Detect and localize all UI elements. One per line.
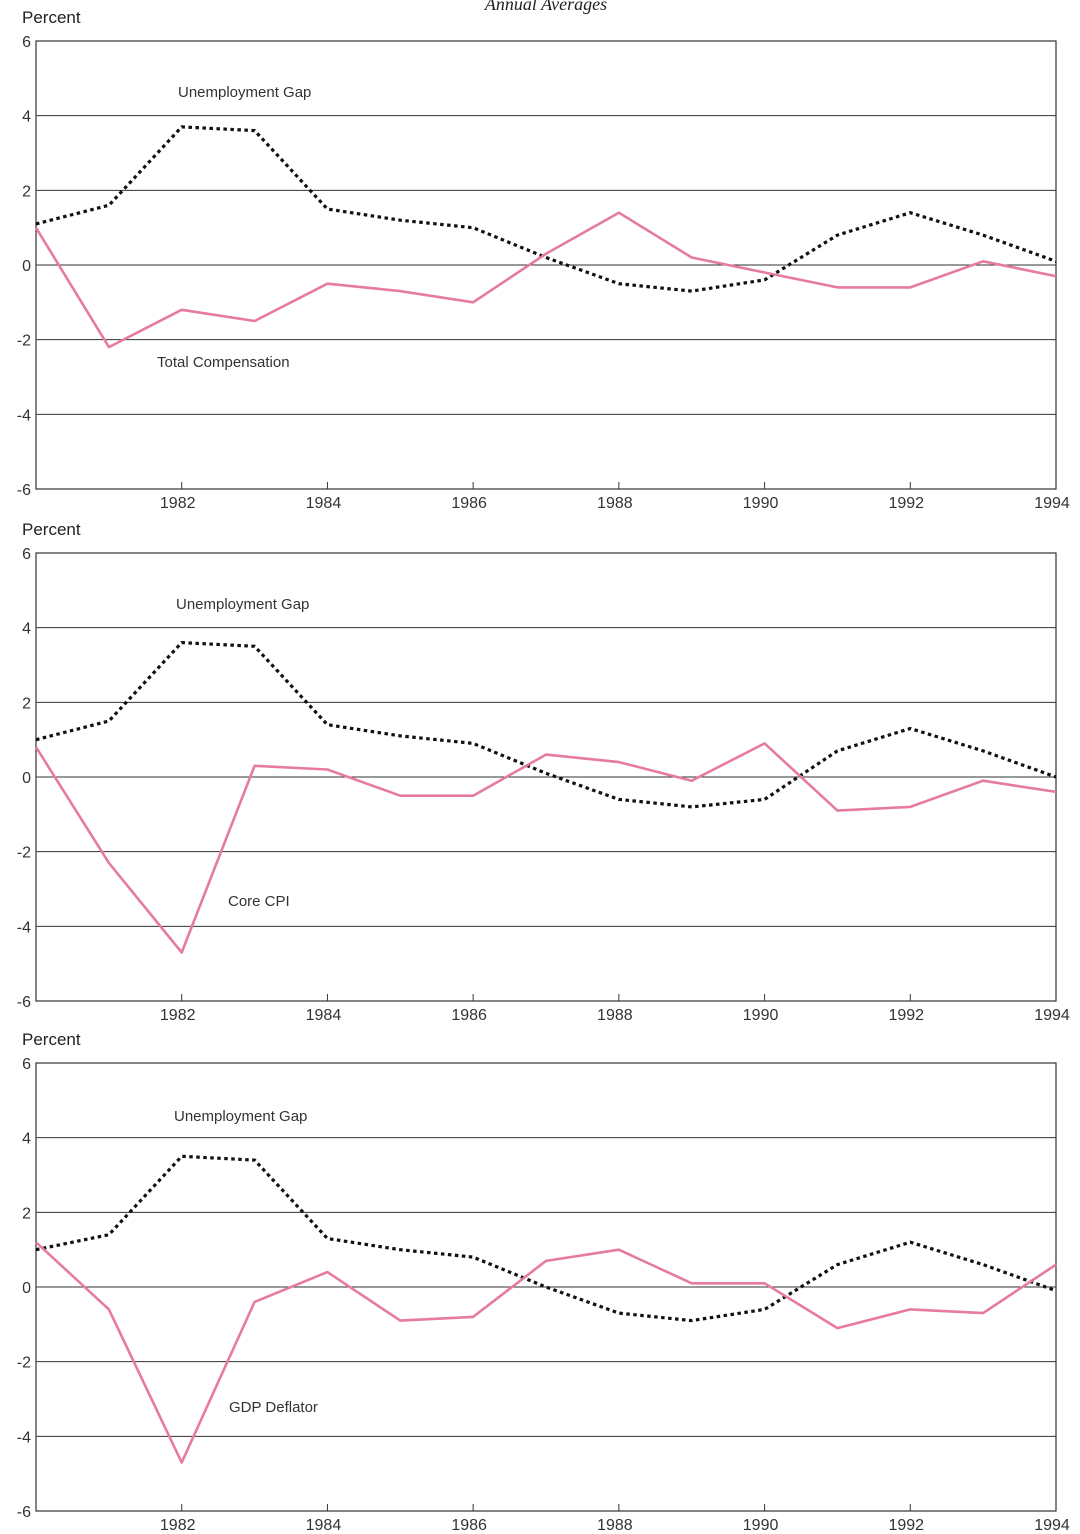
y-tick-label: -6	[17, 994, 31, 1011]
series-label: Unemployment Gap	[178, 84, 311, 101]
y-tick-label: 4	[22, 109, 31, 126]
y-tick-label: 0	[22, 258, 31, 275]
series-line-unemployment-gap	[35, 1154, 1057, 1323]
chart-panel-2: 6 4 2 0 -2 -4 -6 1982 1984 1986 1988 1990 1992 1994 Pe…	[17, 520, 1070, 1024]
y-tick-label: -4	[17, 1429, 31, 1446]
y-tick-label: 6	[22, 546, 31, 563]
series-line-unemployment-gap	[35, 640, 1057, 809]
y-tick-label: 2	[22, 1205, 31, 1222]
y-tick-label: -2	[17, 1355, 31, 1372]
x-tick-label: 1982	[160, 495, 196, 512]
y-tick-label: 6	[22, 34, 31, 51]
series-line-unemployment-gap	[35, 125, 1057, 293]
chart-panel-3: 6 4 2 0 -2 -4 -6 1982 1984 1986 1988 1990 1992 1994 Pe…	[17, 1030, 1070, 1534]
x-tick-label: 1988	[597, 495, 633, 512]
x-tick-label: 1988	[597, 1007, 633, 1024]
y-tick-label: 4	[22, 1131, 31, 1148]
x-tick-label: 1984	[306, 1517, 342, 1534]
series-label: Core CPI	[228, 893, 290, 910]
series-label: GDP Deflator	[229, 1399, 318, 1416]
series-label: Total Compensation	[157, 354, 290, 371]
y-tick-label: 6	[22, 1056, 31, 1073]
y-tick-label: 4	[22, 621, 31, 638]
x-tick-label: 1994	[1034, 495, 1070, 512]
x-tick-label: 1982	[160, 1007, 196, 1024]
series-line-gdp-deflator	[35, 1241, 1057, 1464]
x-tick-label: 1992	[888, 1517, 924, 1534]
x-tick-label: 1986	[451, 1007, 487, 1024]
x-tick-label: 1992	[888, 495, 924, 512]
y-tick-label: 0	[22, 1280, 31, 1297]
series-label: Unemployment Gap	[174, 1108, 307, 1125]
x-tick-label: 1990	[743, 495, 779, 512]
x-tick-label: 1994	[1034, 1007, 1070, 1024]
chart-panel-1: 6 4 2 0 -2 -4 -6 1982 1984 1986 1988 1990 1992 1994 Pe…	[17, 8, 1070, 512]
series-line-total-compensation	[34, 211, 1057, 349]
y-tick-label: 0	[22, 770, 31, 787]
y-tick-label: -4	[17, 407, 31, 424]
x-tick-label: 1982	[160, 1517, 196, 1534]
series-label: Unemployment Gap	[176, 596, 309, 613]
figure-caption: Annual Averages	[484, 0, 607, 14]
y-axis-label: Percent	[22, 1030, 81, 1049]
y-tick-label: 2	[22, 695, 31, 712]
x-tick-label: 1994	[1034, 1517, 1070, 1534]
y-axis-label: Percent	[22, 520, 81, 539]
y-tick-label: -2	[17, 333, 31, 350]
x-tick-label: 1990	[743, 1007, 779, 1024]
x-tick-label: 1984	[306, 495, 342, 512]
x-tick-label: 1984	[306, 1007, 342, 1024]
y-tick-label: -2	[17, 845, 31, 862]
x-tick-label: 1988	[597, 1517, 633, 1534]
series-line-core-cpi	[34, 742, 1057, 954]
x-tick-label: 1992	[888, 1007, 924, 1024]
y-tick-label: -6	[17, 482, 31, 499]
y-tick-label: -4	[17, 919, 31, 936]
y-tick-label: 2	[22, 183, 31, 200]
y-tick-label: -6	[17, 1504, 31, 1521]
x-tick-label: 1986	[451, 1517, 487, 1534]
y-axis-label: Percent	[22, 8, 81, 27]
x-tick-label: 1990	[743, 1517, 779, 1534]
x-tick-label: 1986	[451, 495, 487, 512]
